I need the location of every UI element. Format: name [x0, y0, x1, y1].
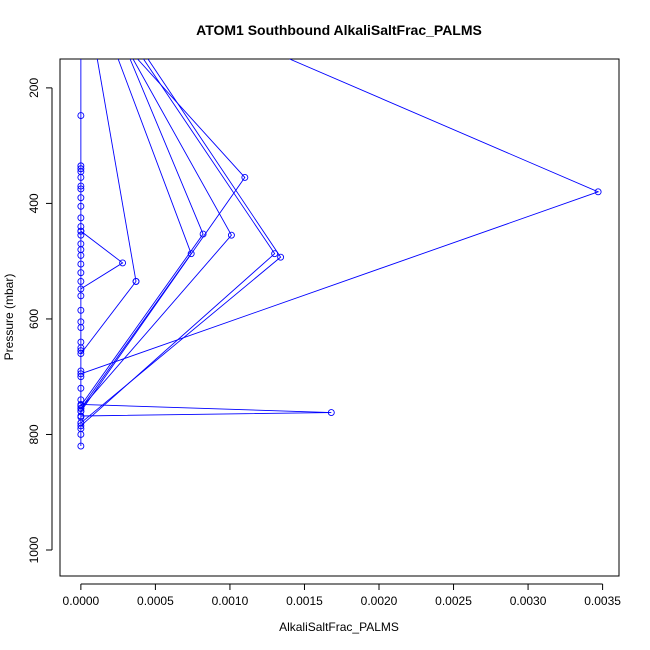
data-point: [271, 250, 279, 258]
data-point: [227, 231, 235, 239]
data-point: [77, 214, 85, 222]
data-point: [77, 162, 85, 170]
data-point: [77, 269, 85, 277]
data-point: [77, 347, 85, 355]
data-point: [77, 260, 85, 268]
data-point: [77, 227, 85, 235]
x-tick-label: 0.0030: [510, 594, 547, 608]
x-tick-label: 0.0025: [435, 594, 472, 608]
data-point: [77, 422, 85, 430]
data-point: [77, 292, 85, 300]
series-line-10: [80, 59, 282, 424]
series-line-7: [80, 59, 232, 409]
data-point: [77, 223, 85, 230]
data-point: [77, 338, 85, 346]
series-line-6: [80, 59, 204, 406]
points-layer: [77, 112, 602, 450]
x-tick-label: 0.0000: [63, 594, 100, 608]
x-tick-label: 0.0005: [137, 594, 174, 608]
y-axis-label: Pressure (mbar): [2, 274, 16, 361]
data-point: [77, 405, 85, 412]
y-tick-label: 200: [27, 78, 41, 98]
x-axis: 0.0000 0.0005 0.0010 0.0015 0.0020 0.0025 0.00…: [63, 583, 621, 608]
x-tick-label: 0.0010: [212, 594, 249, 608]
y-tick-label: 800: [27, 424, 41, 444]
data-point: [199, 230, 207, 238]
series-line-9: [80, 59, 276, 427]
data-point: [77, 165, 85, 173]
series-line-12: [80, 403, 332, 417]
x-tick-label: 0.0035: [584, 594, 621, 608]
series-layer: [80, 59, 600, 447]
data-point: [77, 318, 85, 326]
data-point: [77, 231, 85, 239]
data-point: [241, 173, 249, 181]
data-point: [77, 240, 85, 248]
data-point: [77, 194, 85, 202]
data-point: [77, 384, 85, 392]
data-point: [77, 350, 85, 358]
data-point: [77, 412, 85, 420]
series-line-4: [96, 59, 137, 282]
data-point: [77, 182, 85, 190]
series-line-8: [80, 59, 246, 412]
data-point: [77, 202, 85, 210]
data-point: [77, 367, 85, 375]
x-tick-label: 0.0020: [361, 594, 398, 608]
y-tick-label: 1000: [27, 536, 41, 563]
data-point: [277, 253, 285, 261]
x-axis-label: AlkaliSaltFrac_PALMS: [279, 620, 399, 634]
series-line-11: [80, 59, 600, 375]
data-point: [77, 277, 85, 285]
data-point: [77, 407, 85, 415]
series-line-2: [80, 230, 124, 290]
data-point: [77, 306, 85, 314]
y-tick-label: 600: [27, 309, 41, 329]
data-point: [77, 285, 85, 293]
data-point: [187, 250, 195, 258]
data-point: [327, 409, 335, 416]
data-point: [77, 400, 85, 408]
data-point: [77, 419, 85, 427]
data-point: [594, 188, 602, 196]
data-point: [77, 370, 85, 378]
series-line-3: [80, 281, 137, 354]
data-point: [132, 277, 140, 285]
chart-title: ATOM1 Southbound AlkaliSaltFrac_PALMS: [196, 22, 482, 38]
data-point: [77, 112, 85, 120]
data-point: [77, 442, 85, 450]
data-point: [77, 185, 85, 193]
plot-frame: [59, 58, 620, 577]
y-tick-label: 400: [27, 193, 41, 213]
data-point: [119, 259, 127, 267]
x-tick-label: 0.0015: [286, 594, 323, 608]
y-axis: 200 400 600 800 1000: [27, 78, 53, 563]
